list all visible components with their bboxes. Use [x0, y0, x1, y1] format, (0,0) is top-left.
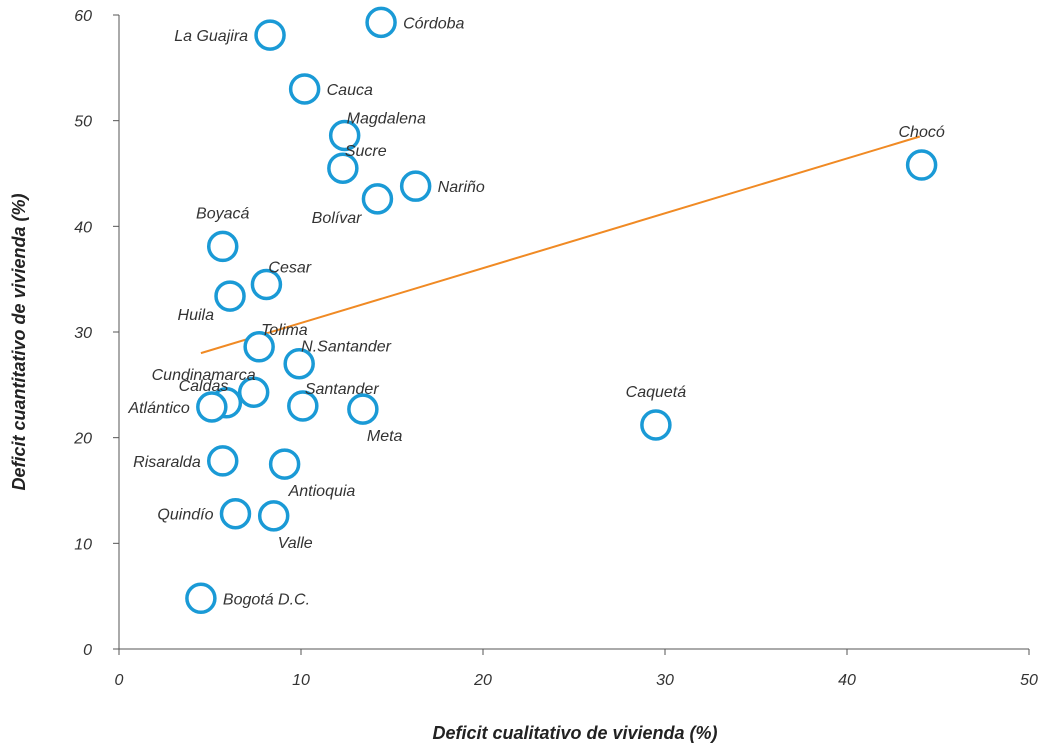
x-tick-label: 50 — [1020, 672, 1038, 689]
x-axis-title: Deficit cualitativo de vivienda (%) — [432, 723, 717, 743]
point-label: N.Santander — [301, 339, 392, 356]
data-point — [268, 448, 301, 480]
x-tick-label: 30 — [656, 672, 674, 689]
x-tick-label: 40 — [838, 672, 856, 689]
data-point — [283, 347, 315, 380]
point-label: Magdalena — [347, 110, 426, 127]
data-point — [243, 331, 275, 363]
data-point — [327, 152, 359, 184]
data-point — [214, 280, 246, 312]
data-point — [219, 497, 252, 530]
point-label: La Guajira — [174, 28, 248, 45]
data-point — [361, 183, 394, 215]
point-label: Chocó — [898, 124, 944, 141]
point-label: Sucre — [345, 143, 387, 160]
y-tick-label: 30 — [74, 325, 92, 342]
data-point — [328, 119, 361, 152]
point-label: Risaralda — [133, 454, 201, 471]
y-tick-label: 10 — [74, 536, 92, 553]
point-label: Antioquia — [288, 483, 356, 500]
point-label: Bogotá D.C. — [223, 591, 310, 608]
axes: 0 10 20 30 40 50 0 10 20 30 40 50 60 — [73, 8, 1038, 689]
x-tick-label: 10 — [292, 672, 310, 689]
data-point — [905, 149, 938, 181]
data-point — [365, 6, 397, 39]
point-label: Atlántico — [127, 400, 189, 417]
point-label: Caquetá — [626, 384, 687, 401]
data-point — [347, 393, 379, 425]
y-tick-label: 60 — [74, 8, 92, 25]
x-tick-label: 0 — [115, 672, 124, 689]
data-point — [206, 445, 239, 477]
point-label: Valle — [278, 535, 313, 552]
point-label: Cauca — [327, 82, 373, 99]
point-label: Nariño — [438, 179, 485, 196]
x-tick-label: 20 — [473, 672, 492, 689]
data-point — [399, 170, 432, 202]
data-point — [196, 391, 228, 423]
data-point — [257, 500, 290, 532]
data-point — [287, 390, 319, 422]
y-axis-title: Deficit cuantitativo de vivienda (%) — [9, 193, 29, 490]
point-label: Bolívar — [312, 210, 362, 227]
trendline-group — [200, 135, 921, 355]
point-label: Cundinamarca — [152, 367, 256, 384]
data-point — [237, 376, 270, 408]
point-label: Cesar — [268, 259, 311, 276]
y-tick-label: 0 — [83, 642, 92, 659]
data-point — [254, 19, 286, 51]
y-tick-label: 50 — [74, 114, 92, 131]
data-point — [250, 268, 283, 301]
point-label: Huila — [178, 307, 215, 324]
y-tick-label: 20 — [73, 431, 92, 448]
point-label: Tolima — [261, 322, 308, 339]
point-label: Caldas — [179, 378, 229, 395]
data-point — [185, 582, 217, 615]
trendline — [200, 135, 921, 355]
point-label: Quindío — [157, 507, 213, 524]
point-label: Meta — [367, 428, 403, 445]
data-point — [288, 73, 321, 105]
point-label: Boyacá — [196, 205, 249, 222]
data-point — [206, 230, 239, 263]
y-tick-label: 40 — [74, 219, 92, 236]
data-point — [640, 409, 672, 441]
point-label: Córdoba — [403, 15, 464, 32]
points-group: Córdoba La Guajira Cauca Magdalena Sucre Nari… — [127, 6, 945, 615]
